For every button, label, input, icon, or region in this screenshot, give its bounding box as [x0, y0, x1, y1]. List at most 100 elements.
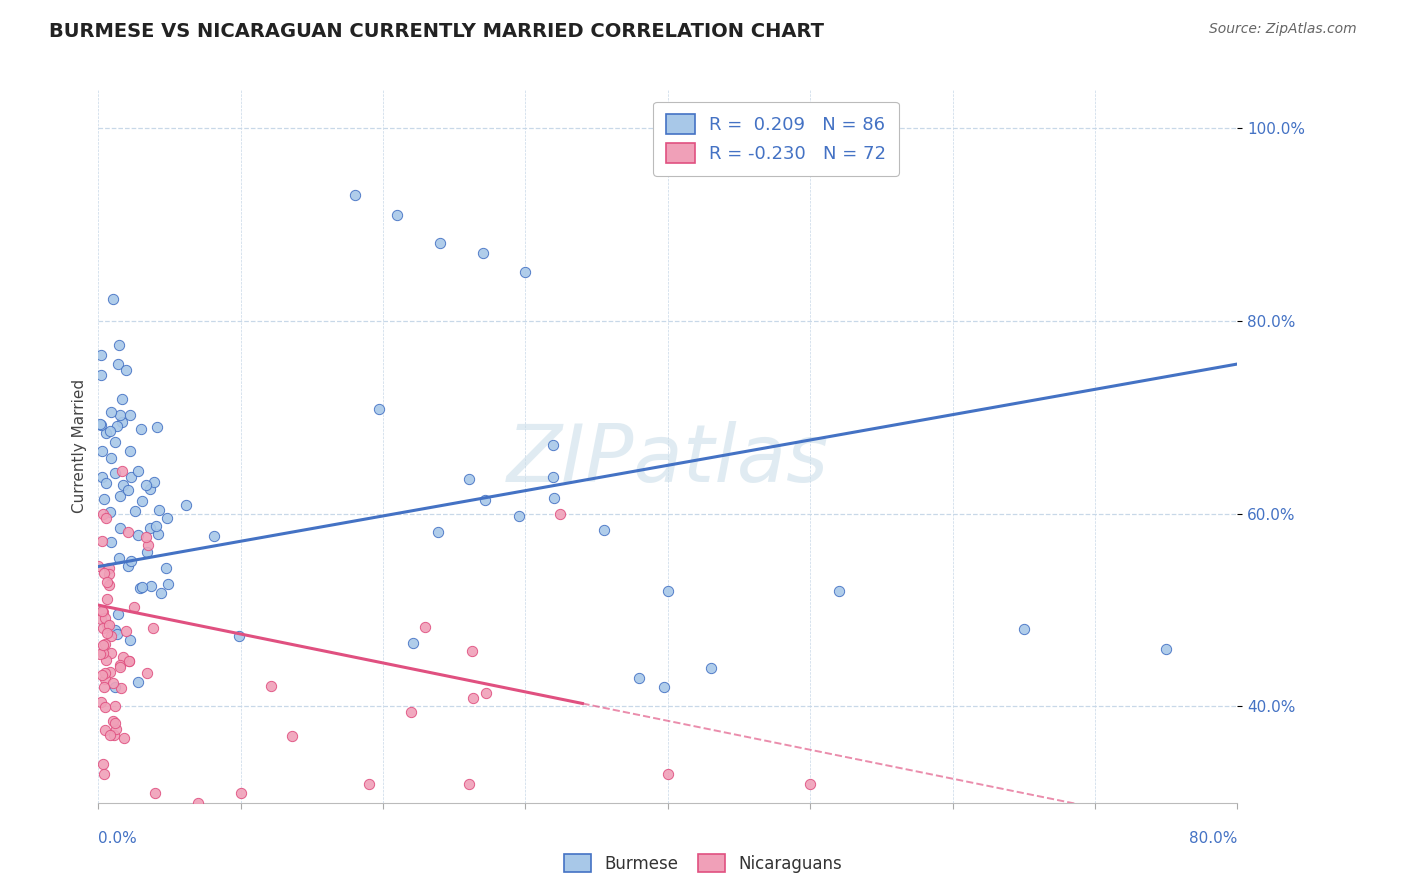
- Point: [90, 667, 112, 681]
- Point: [136, 545, 159, 559]
- Point: [104, 722, 127, 736]
- Point: [97, 561, 120, 575]
- Point: [100, 450, 122, 465]
- Point: [228, 629, 250, 643]
- Text: BURMESE VS NICARAGUAN CURRENTLY MARRIED CORRELATION CHART: BURMESE VS NICARAGUAN CURRENTLY MARRIED …: [49, 22, 824, 41]
- Point: [91, 756, 114, 771]
- Point: [117, 525, 139, 540]
- Point: [548, 507, 571, 521]
- Point: [93, 666, 115, 681]
- Point: [101, 292, 124, 306]
- Point: [89, 647, 111, 661]
- Point: [127, 464, 149, 478]
- Point: [111, 464, 134, 478]
- Point: [139, 578, 162, 592]
- Point: [91, 534, 114, 549]
- Point: [343, 188, 366, 202]
- Point: [98, 567, 121, 582]
- Y-axis label: Currently Married: Currently Married: [72, 379, 87, 513]
- Point: [402, 636, 425, 650]
- Point: [136, 666, 159, 681]
- Text: ZIPatlas: ZIPatlas: [506, 421, 830, 500]
- Point: [100, 534, 122, 549]
- Point: [96, 618, 118, 632]
- Point: [118, 654, 141, 668]
- Point: [94, 476, 117, 491]
- Point: [91, 605, 114, 619]
- Point: [98, 578, 121, 592]
- Text: 0.0%: 0.0%: [98, 831, 138, 847]
- Point: [138, 483, 160, 497]
- Point: [107, 357, 129, 371]
- Point: [104, 434, 127, 449]
- Point: [799, 776, 821, 790]
- Point: [129, 422, 152, 436]
- Point: [91, 470, 114, 484]
- Point: [100, 405, 122, 419]
- Point: [94, 637, 117, 651]
- Point: [143, 475, 166, 489]
- Point: [90, 612, 112, 626]
- Point: [474, 492, 496, 507]
- Point: [91, 507, 114, 521]
- Point: [91, 443, 114, 458]
- Point: [118, 654, 141, 668]
- Point: [357, 776, 380, 790]
- Point: [90, 348, 112, 362]
- Point: [96, 591, 118, 606]
- Point: [543, 491, 565, 505]
- Point: [124, 504, 146, 518]
- Point: [145, 786, 167, 800]
- Point: [94, 672, 117, 686]
- Point: [96, 653, 118, 667]
- Text: 80.0%: 80.0%: [1189, 831, 1237, 847]
- Point: [387, 208, 409, 222]
- Point: [118, 408, 141, 422]
- Point: [104, 715, 127, 730]
- Point: [1012, 622, 1035, 636]
- Point: [89, 696, 111, 710]
- Point: [131, 580, 153, 594]
- Point: [115, 363, 138, 377]
- Point: [90, 368, 112, 382]
- Point: [94, 723, 117, 737]
- Point: [118, 633, 141, 648]
- Point: [108, 659, 131, 673]
- Point: [657, 583, 679, 598]
- Point: [460, 643, 482, 657]
- Point: [461, 691, 484, 706]
- Point: [129, 582, 152, 596]
- Point: [111, 392, 134, 407]
- Point: [91, 638, 114, 652]
- Point: [90, 418, 112, 433]
- Point: [104, 623, 127, 637]
- Point: [828, 583, 851, 598]
- Point: [112, 731, 135, 746]
- Point: [96, 575, 118, 590]
- Legend: Burmese, Nicaraguans: Burmese, Nicaraguans: [557, 847, 849, 880]
- Point: [104, 698, 127, 713]
- Point: [427, 524, 450, 539]
- Point: [108, 337, 131, 351]
- Point: [281, 729, 304, 743]
- Point: [98, 617, 121, 632]
- Point: [155, 511, 177, 525]
- Point: [150, 585, 173, 599]
- Point: [117, 559, 139, 574]
- Point: [135, 530, 157, 544]
- Point: [96, 626, 118, 640]
- Point: [101, 714, 124, 728]
- Point: [593, 524, 616, 538]
- Point: [93, 566, 115, 580]
- Point: [146, 419, 169, 434]
- Point: [98, 728, 121, 742]
- Point: [104, 467, 127, 481]
- Point: [139, 521, 162, 535]
- Point: [112, 649, 135, 664]
- Point: [652, 680, 675, 694]
- Point: [138, 538, 160, 552]
- Point: [105, 627, 128, 641]
- Point: [93, 491, 115, 506]
- Point: [127, 674, 149, 689]
- Point: [118, 443, 141, 458]
